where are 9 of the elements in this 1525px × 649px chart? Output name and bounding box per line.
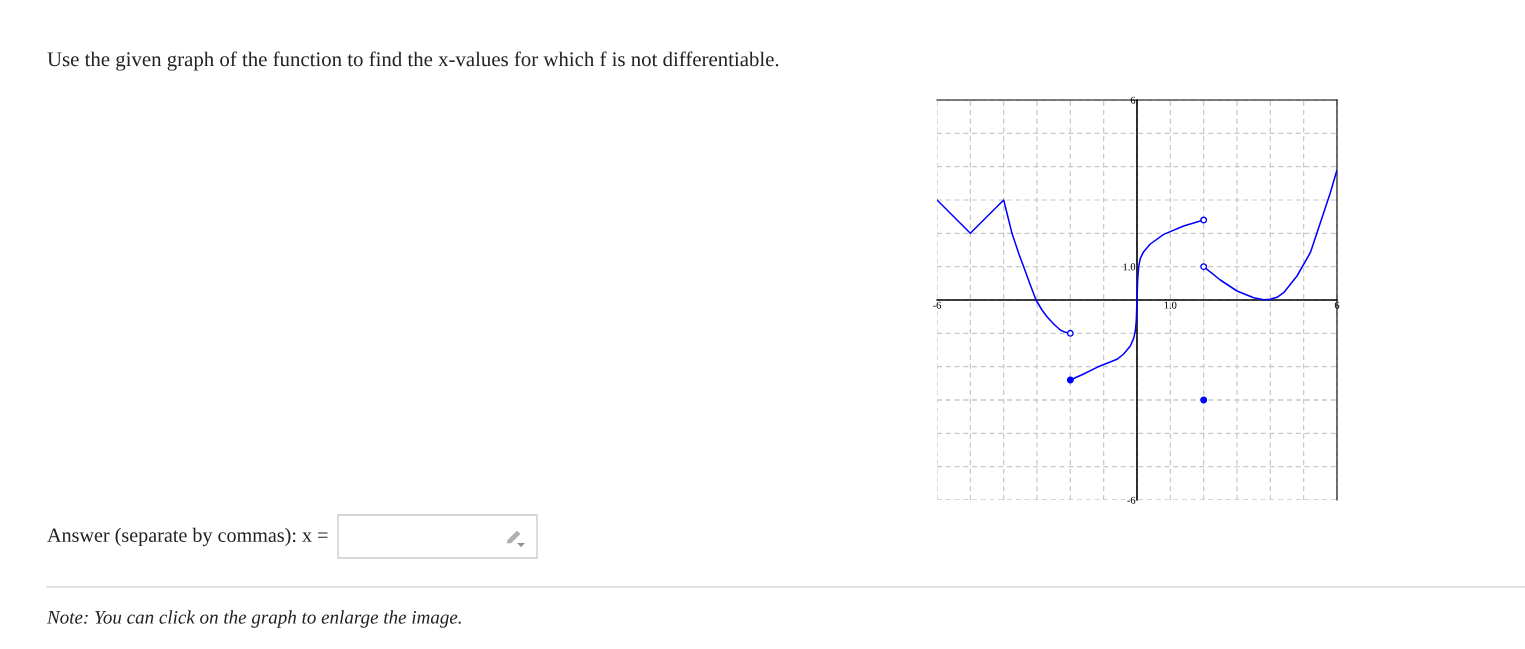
text: Use the given graph of the function to find the x-values for which f is not differentiable. xyxy=(47,51,779,71)
x-tick-label: -6 xyxy=(933,301,942,309)
y-tick-label: 1.0 xyxy=(1123,263,1136,271)
text: Note: You can click on the graph to enlarge the image. xyxy=(46,610,461,628)
x-tick-label: 1.0 xyxy=(1164,301,1177,309)
x-tick-label: 6 xyxy=(1334,301,1340,309)
text: Answer (separate by commas): x = xyxy=(47,527,328,547)
y-tick-label: 6 xyxy=(1130,96,1136,104)
y-tick-label: -6 xyxy=(1127,496,1136,504)
